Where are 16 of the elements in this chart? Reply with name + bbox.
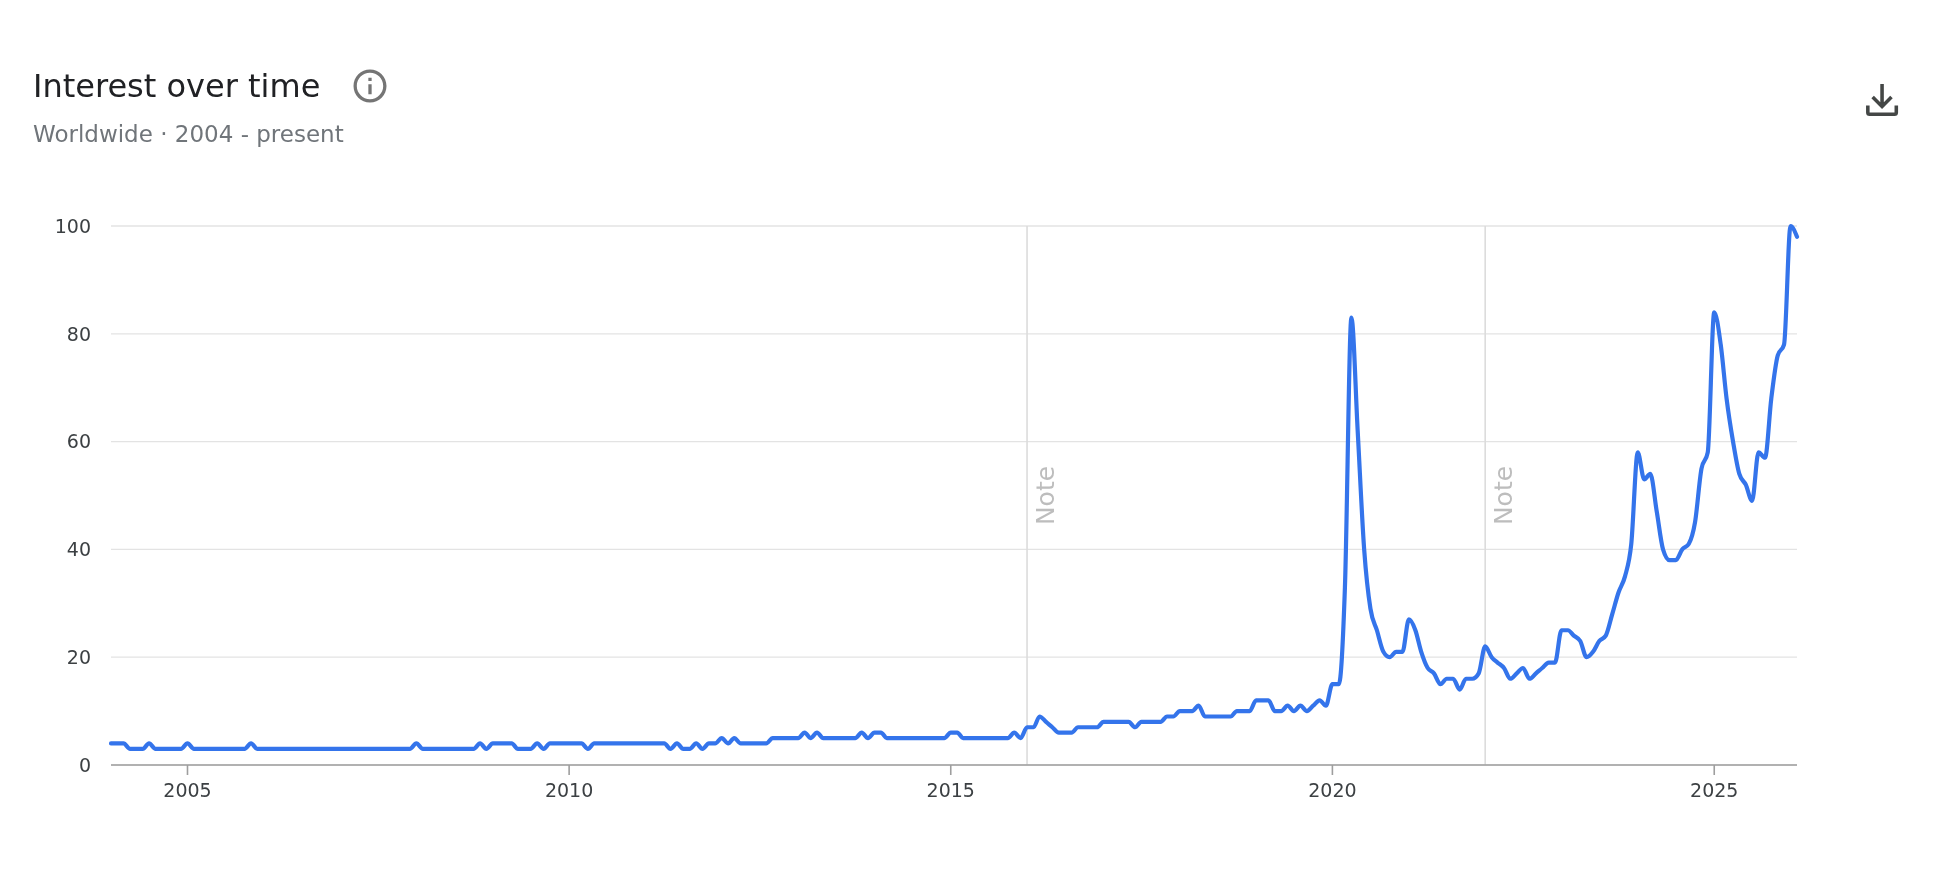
x-tick-label: 2005	[163, 779, 212, 801]
y-tick-label: 100	[54, 214, 91, 237]
x-tick-label: 2015	[926, 779, 975, 801]
x-tick-label: 2025	[1690, 779, 1739, 801]
y-tick-label: 40	[66, 538, 91, 561]
x-tick-label: 2020	[1308, 779, 1357, 801]
chart-title: Interest over time	[33, 67, 321, 105]
y-tick-label: 20	[66, 646, 91, 669]
chart-subtitle: Worldwide · 2004 - present	[33, 121, 344, 147]
ref-line-label: Note	[1031, 465, 1061, 526]
y-tick-label: 60	[66, 430, 91, 453]
ref-line-label: Note	[1489, 465, 1519, 526]
y-tick-label: 0	[78, 753, 91, 776]
y-tick-label: 80	[66, 322, 91, 345]
x-tick-label: 2010	[544, 779, 594, 801]
line-series	[108, 223, 1800, 751]
